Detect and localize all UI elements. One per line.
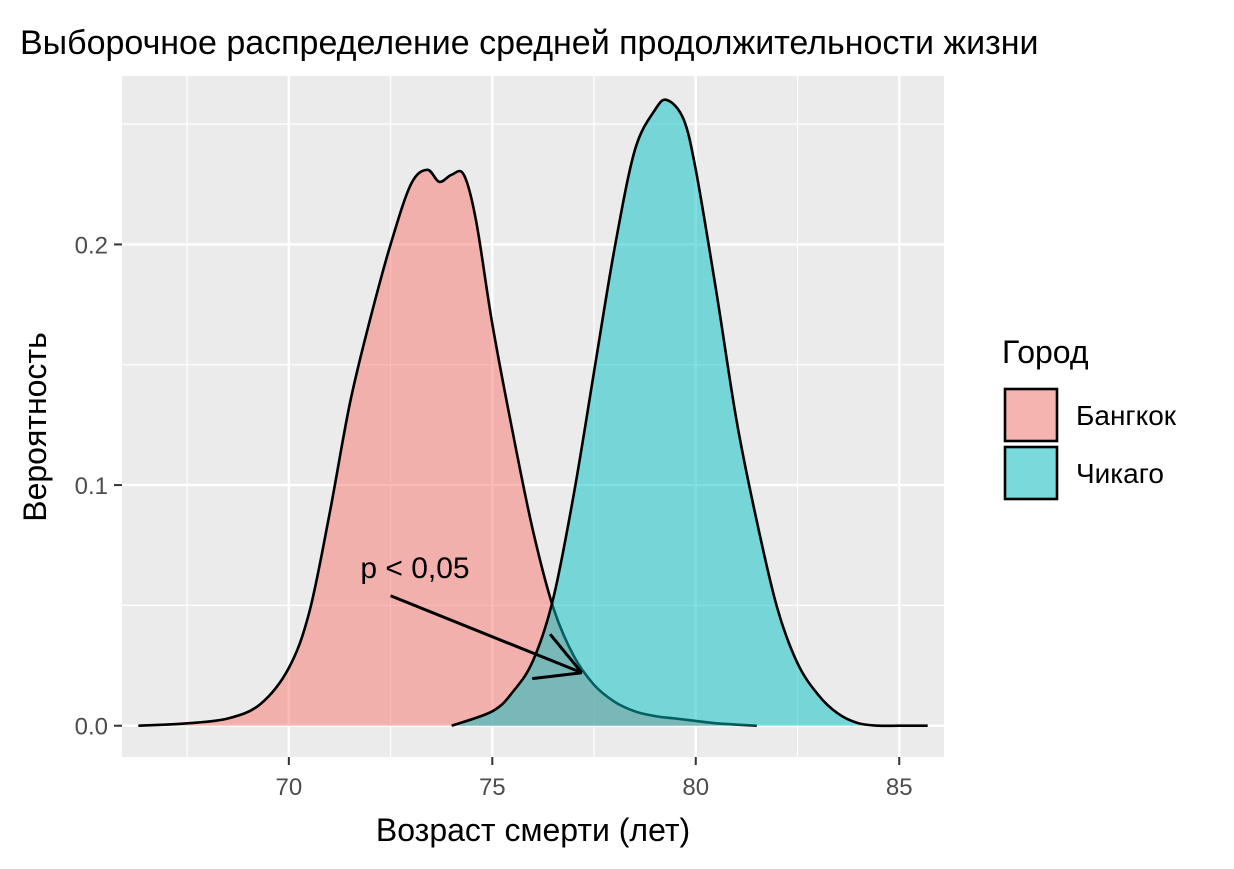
legend-title: Город	[1002, 334, 1089, 370]
y-tick-label: 0.1	[75, 473, 108, 500]
density-area-chicago	[451, 99, 928, 726]
x-axis: 70 75 80 85	[275, 757, 913, 801]
x-tick-label: 85	[886, 774, 913, 801]
density-areas	[138, 98, 928, 728]
chart-title: Выборочное распределение средней продолж…	[20, 24, 1039, 62]
legend-swatch-chicago	[1003, 445, 1059, 501]
legend-swatch-bangkok	[1003, 387, 1059, 443]
y-tick-label: 0.2	[75, 232, 108, 259]
annotation-label: p < 0,05	[360, 552, 469, 585]
y-tick-label: 0.0	[75, 714, 108, 741]
legend: Город Бангкок Чикаго	[1002, 334, 1177, 501]
annotation-arrow-line	[390, 594, 583, 675]
legend-label-chicago: Чикаго	[1076, 458, 1164, 489]
legend-label-bangkok: Бангкок	[1076, 400, 1177, 431]
y-axis-label: Вероятность	[17, 332, 53, 522]
x-axis-label: Возраст смерти (лет)	[376, 812, 690, 848]
annotation: p < 0,05	[360, 552, 583, 681]
density-area-bangkok	[138, 169, 757, 726]
annotation-arrow-head	[548, 633, 583, 674]
x-tick-label: 75	[479, 774, 506, 801]
density-line-chicago	[451, 98, 928, 728]
annotation-arrow-head	[531, 671, 583, 681]
x-tick-label: 80	[682, 774, 709, 801]
legend-items: Бангкок Чикаго	[1003, 387, 1177, 501]
y-axis: 0.0 0.1 0.2	[75, 232, 122, 741]
x-tick-label: 70	[275, 774, 302, 801]
